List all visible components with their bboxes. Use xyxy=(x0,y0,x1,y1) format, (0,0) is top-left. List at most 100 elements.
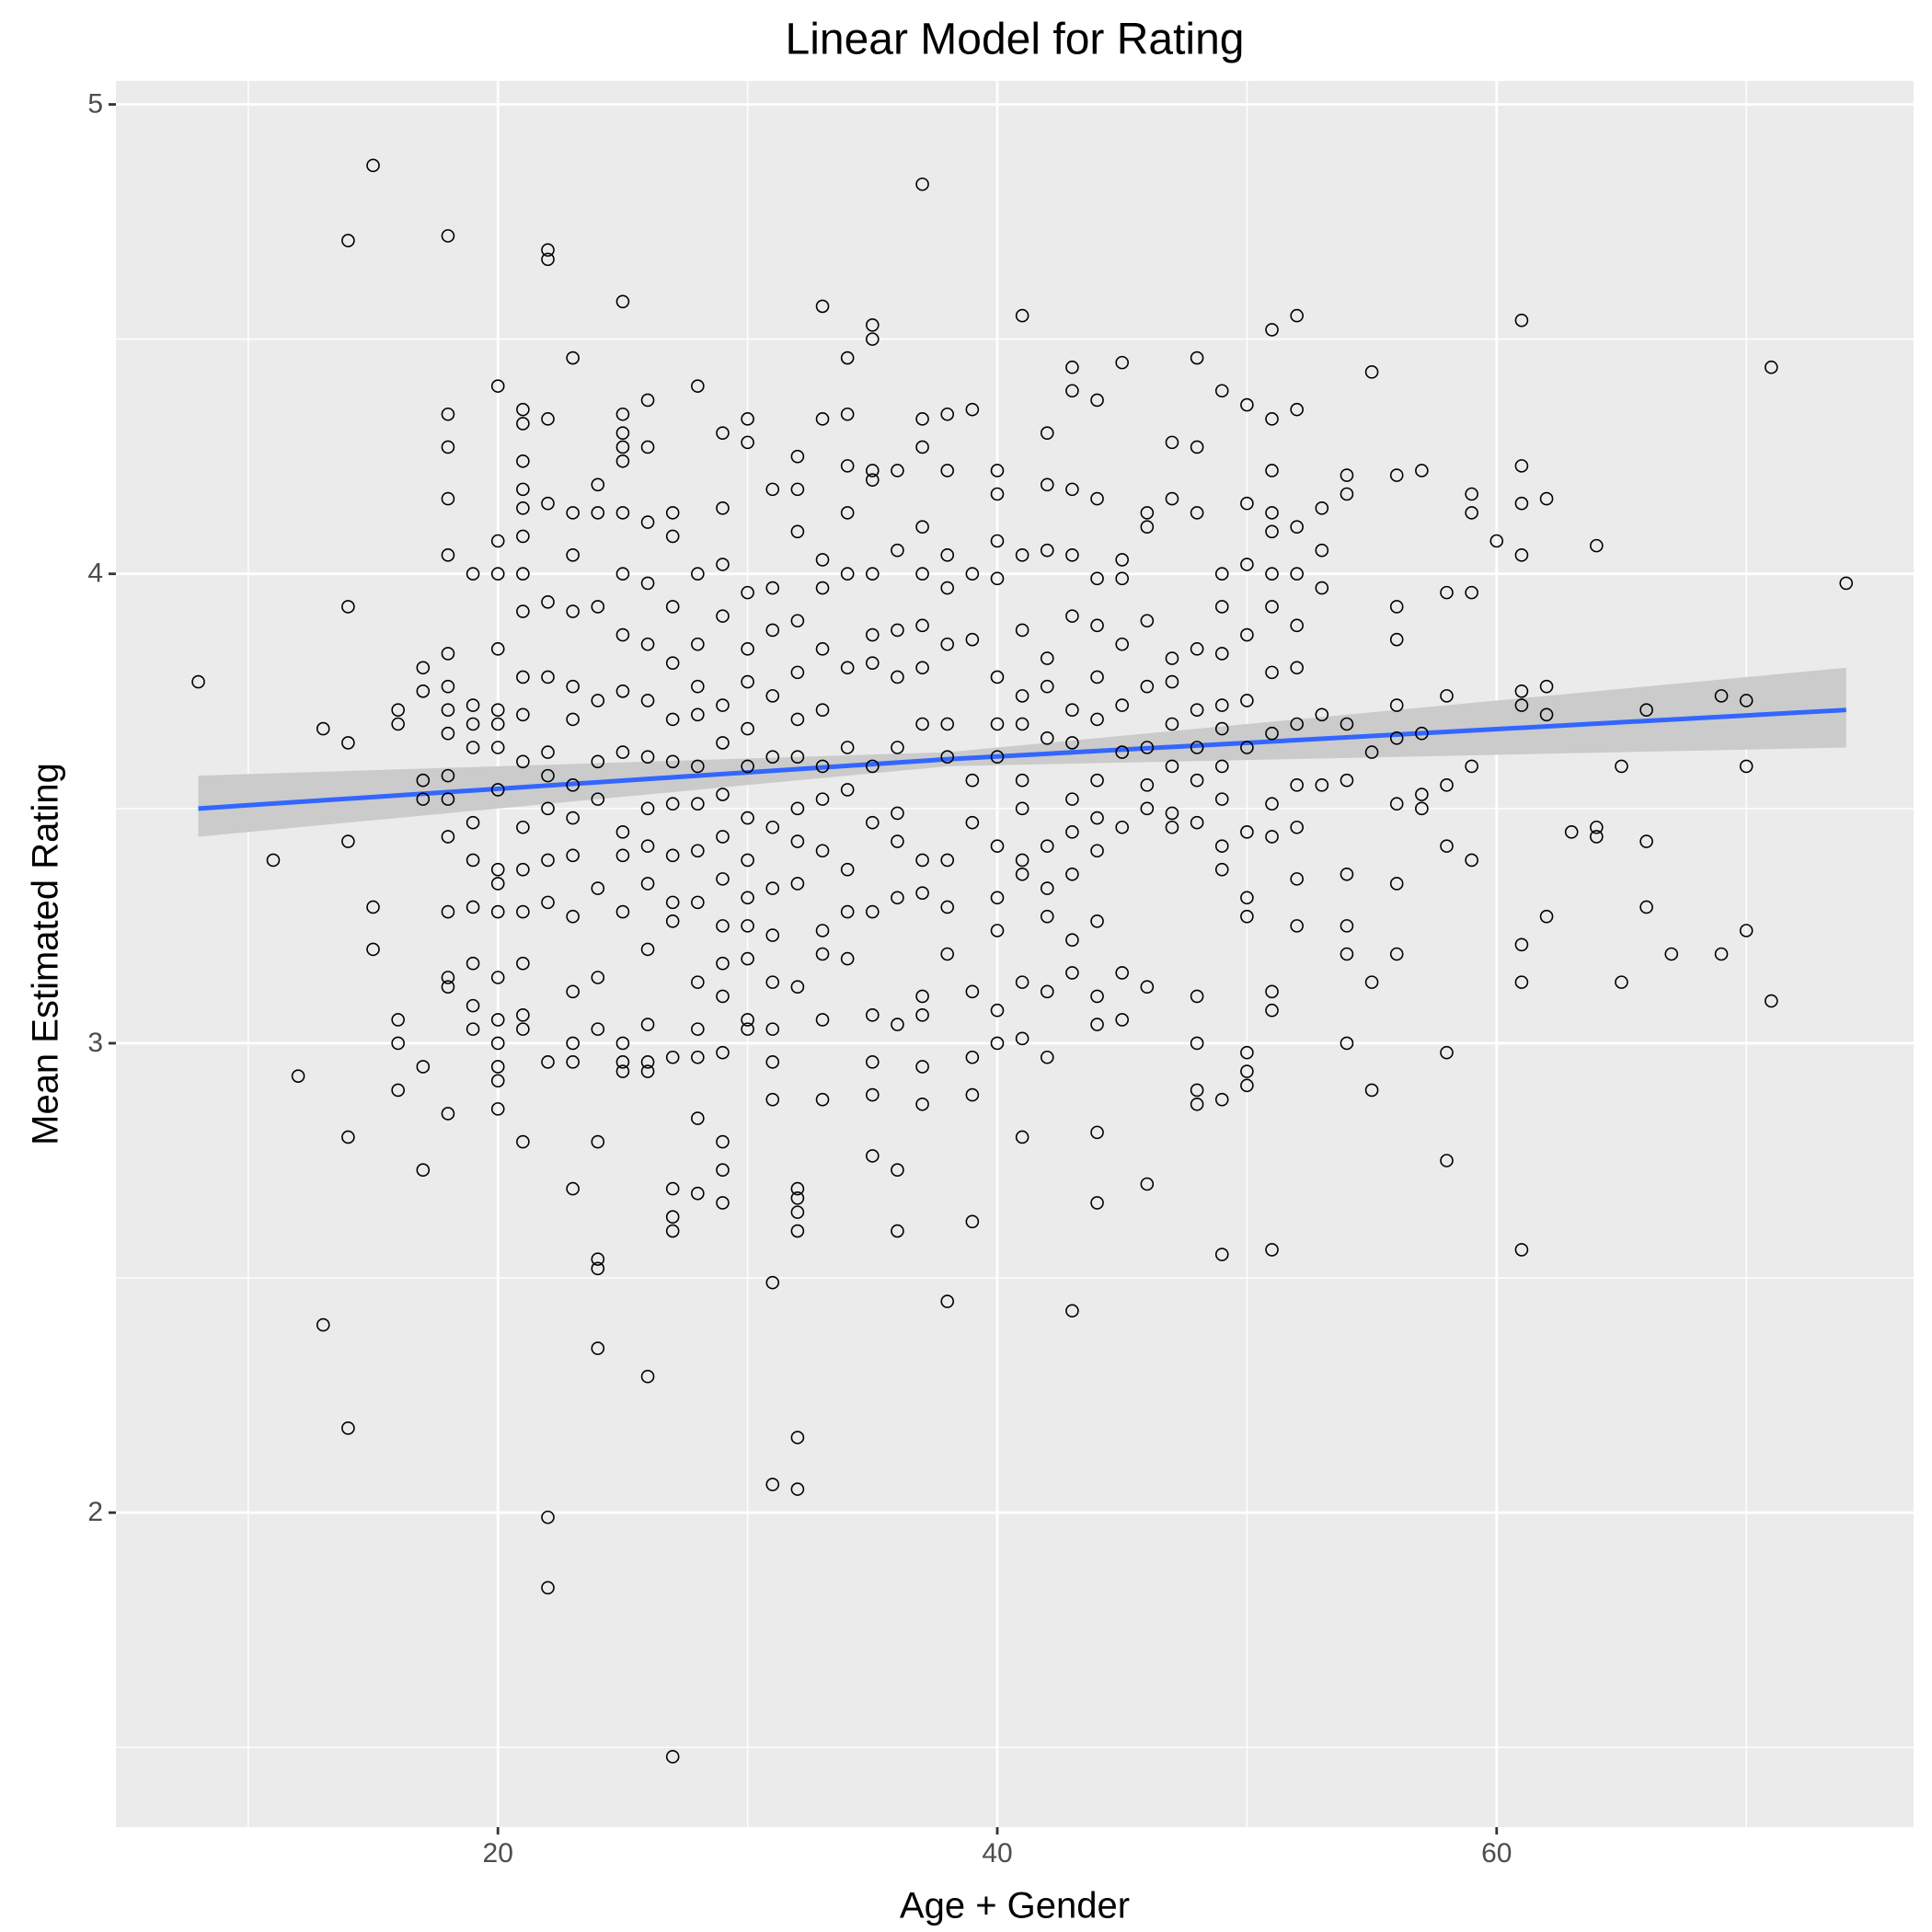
point xyxy=(566,712,580,727)
point xyxy=(1140,614,1155,628)
point xyxy=(815,412,830,426)
point xyxy=(591,971,605,984)
point xyxy=(1290,919,1304,933)
point xyxy=(591,1022,605,1036)
point xyxy=(1240,1078,1254,1093)
point xyxy=(516,904,530,919)
point xyxy=(691,707,705,722)
point xyxy=(1465,585,1478,600)
point xyxy=(1115,553,1129,567)
point xyxy=(441,1107,455,1121)
point xyxy=(1765,994,1778,1008)
point xyxy=(866,627,880,642)
point xyxy=(716,830,730,844)
point xyxy=(866,332,880,346)
point xyxy=(691,1022,705,1036)
point xyxy=(1090,1018,1104,1031)
point xyxy=(441,229,455,243)
point xyxy=(891,464,904,477)
point xyxy=(765,581,780,595)
point xyxy=(1190,506,1204,520)
point xyxy=(891,806,904,821)
point xyxy=(1015,717,1029,731)
point xyxy=(815,299,830,314)
point xyxy=(691,975,705,989)
point xyxy=(1364,365,1379,379)
point xyxy=(1015,853,1029,868)
point xyxy=(940,717,955,731)
point xyxy=(790,712,805,727)
point xyxy=(915,886,929,900)
point xyxy=(915,989,929,1004)
point xyxy=(840,407,855,421)
point xyxy=(790,614,805,628)
point xyxy=(1090,491,1104,506)
point xyxy=(1090,914,1104,928)
point xyxy=(615,825,630,839)
point xyxy=(441,792,455,806)
point xyxy=(1214,384,1229,398)
point xyxy=(441,971,455,984)
point xyxy=(391,1036,405,1051)
point xyxy=(640,1055,655,1069)
point xyxy=(1364,975,1379,989)
point xyxy=(1265,600,1279,614)
point xyxy=(541,745,555,759)
point xyxy=(965,815,980,830)
point xyxy=(341,600,355,614)
point xyxy=(1190,440,1204,454)
point xyxy=(866,904,880,919)
point xyxy=(716,1163,730,1177)
point xyxy=(765,881,780,895)
point xyxy=(840,351,855,365)
point xyxy=(591,600,605,614)
point xyxy=(1214,792,1229,806)
point xyxy=(940,947,955,961)
point xyxy=(1265,323,1279,337)
point xyxy=(1140,980,1155,995)
point xyxy=(866,464,880,477)
point xyxy=(765,623,780,638)
point xyxy=(566,351,580,365)
point xyxy=(615,506,630,520)
point xyxy=(1040,1050,1054,1064)
point xyxy=(691,637,705,651)
point xyxy=(990,1036,1005,1051)
point xyxy=(840,951,855,966)
point xyxy=(891,1018,904,1031)
point xyxy=(1265,797,1279,811)
point xyxy=(1514,459,1529,473)
point xyxy=(866,759,880,774)
point xyxy=(765,482,780,497)
point xyxy=(1190,773,1204,788)
point xyxy=(1539,909,1554,924)
point xyxy=(965,773,980,788)
point xyxy=(266,853,281,868)
point xyxy=(416,684,431,698)
point xyxy=(1040,839,1054,853)
point xyxy=(741,585,754,600)
point xyxy=(840,567,855,581)
point xyxy=(516,604,530,618)
point xyxy=(866,1055,880,1069)
y-tick-label: 4 xyxy=(87,558,103,589)
point xyxy=(691,1111,705,1125)
point xyxy=(990,464,1005,477)
point xyxy=(940,464,955,477)
point xyxy=(441,980,455,995)
point xyxy=(516,862,530,877)
point xyxy=(965,632,980,647)
point xyxy=(1214,721,1229,736)
point xyxy=(815,553,830,567)
point xyxy=(516,820,530,834)
point xyxy=(1140,506,1155,520)
point xyxy=(790,980,805,995)
point xyxy=(441,768,455,783)
point xyxy=(1664,947,1679,961)
point xyxy=(1265,412,1279,426)
point xyxy=(691,844,705,858)
point xyxy=(1340,717,1354,731)
point xyxy=(366,158,380,173)
point xyxy=(741,435,754,450)
point xyxy=(490,1074,505,1088)
